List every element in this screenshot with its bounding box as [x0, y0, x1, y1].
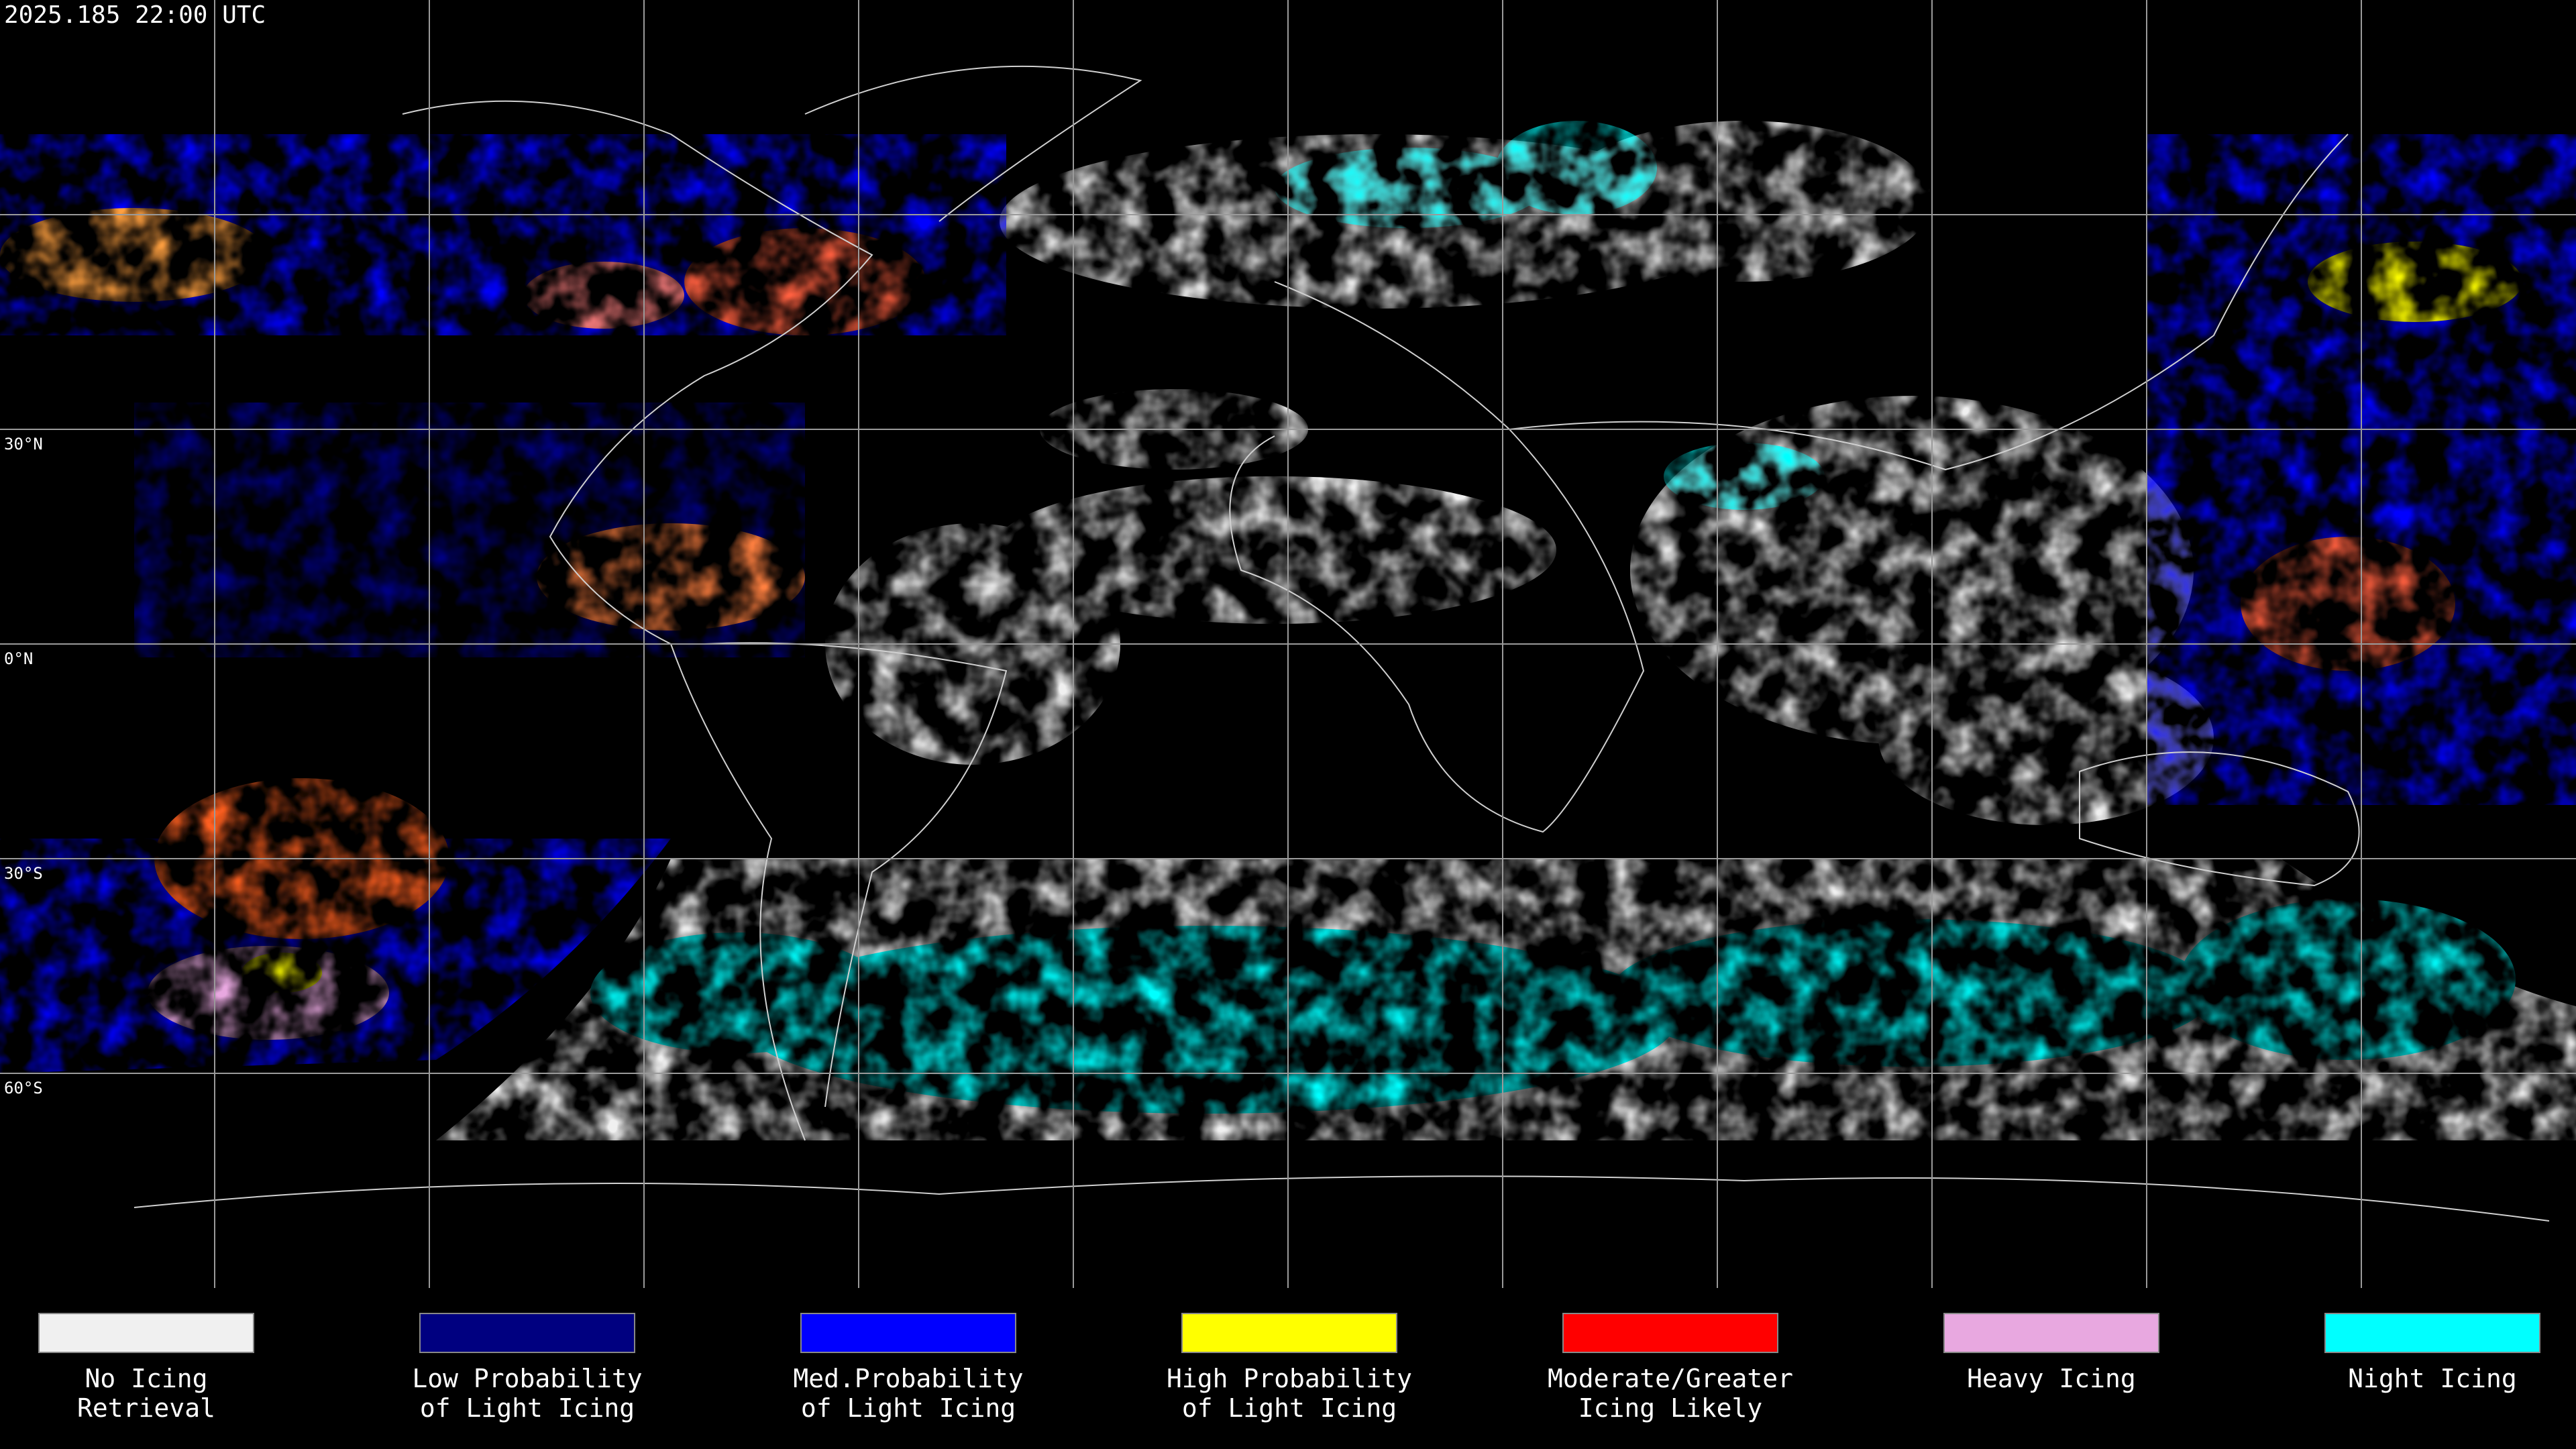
legend-swatch — [2324, 1313, 2540, 1353]
cloud-field — [0, 65, 2576, 1222]
legend-swatch — [1181, 1313, 1397, 1353]
legend-swatch — [1943, 1313, 2159, 1353]
legend-label: Icing Likely — [1578, 1393, 1763, 1423]
legend-swatch — [1562, 1313, 1778, 1353]
night-icing-areas — [0, 134, 2576, 1073]
legend-swatch — [800, 1313, 1016, 1353]
legend-swatch — [419, 1313, 635, 1353]
legend-label: High Probability — [1167, 1364, 1412, 1393]
legend-label: of Light Icing — [420, 1393, 635, 1423]
legend-label: of Light Icing — [801, 1393, 1016, 1423]
latitude-label: 30°N — [4, 435, 43, 453]
legend-label: of Light Icing — [1182, 1393, 1397, 1423]
legend-label: Retrieval — [77, 1393, 215, 1423]
southern-band — [436, 121, 2576, 1140]
legend-label: Med.Probability — [793, 1364, 1023, 1393]
legend-label: Heavy Icing — [1967, 1364, 2136, 1393]
legend-label: No Icing — [85, 1364, 207, 1393]
map-labels: 2025.185 22:00 UTC 30°N 0°N 30°S 60°S — [4, 1, 266, 1097]
latitude-label: 30°S — [4, 864, 43, 883]
timestamp: 2025.185 22:00 UTC — [4, 1, 266, 29]
latitude-label: 0°N — [4, 649, 33, 668]
legend-label: Low Probability — [412, 1364, 642, 1393]
graticule — [0, 0, 2576, 1288]
legend-label: Moderate/Greater — [1548, 1364, 1793, 1393]
legend-swatch — [38, 1313, 254, 1353]
legend-label: Night Icing — [2348, 1364, 2517, 1393]
latitude-label: 60°S — [4, 1079, 43, 1097]
